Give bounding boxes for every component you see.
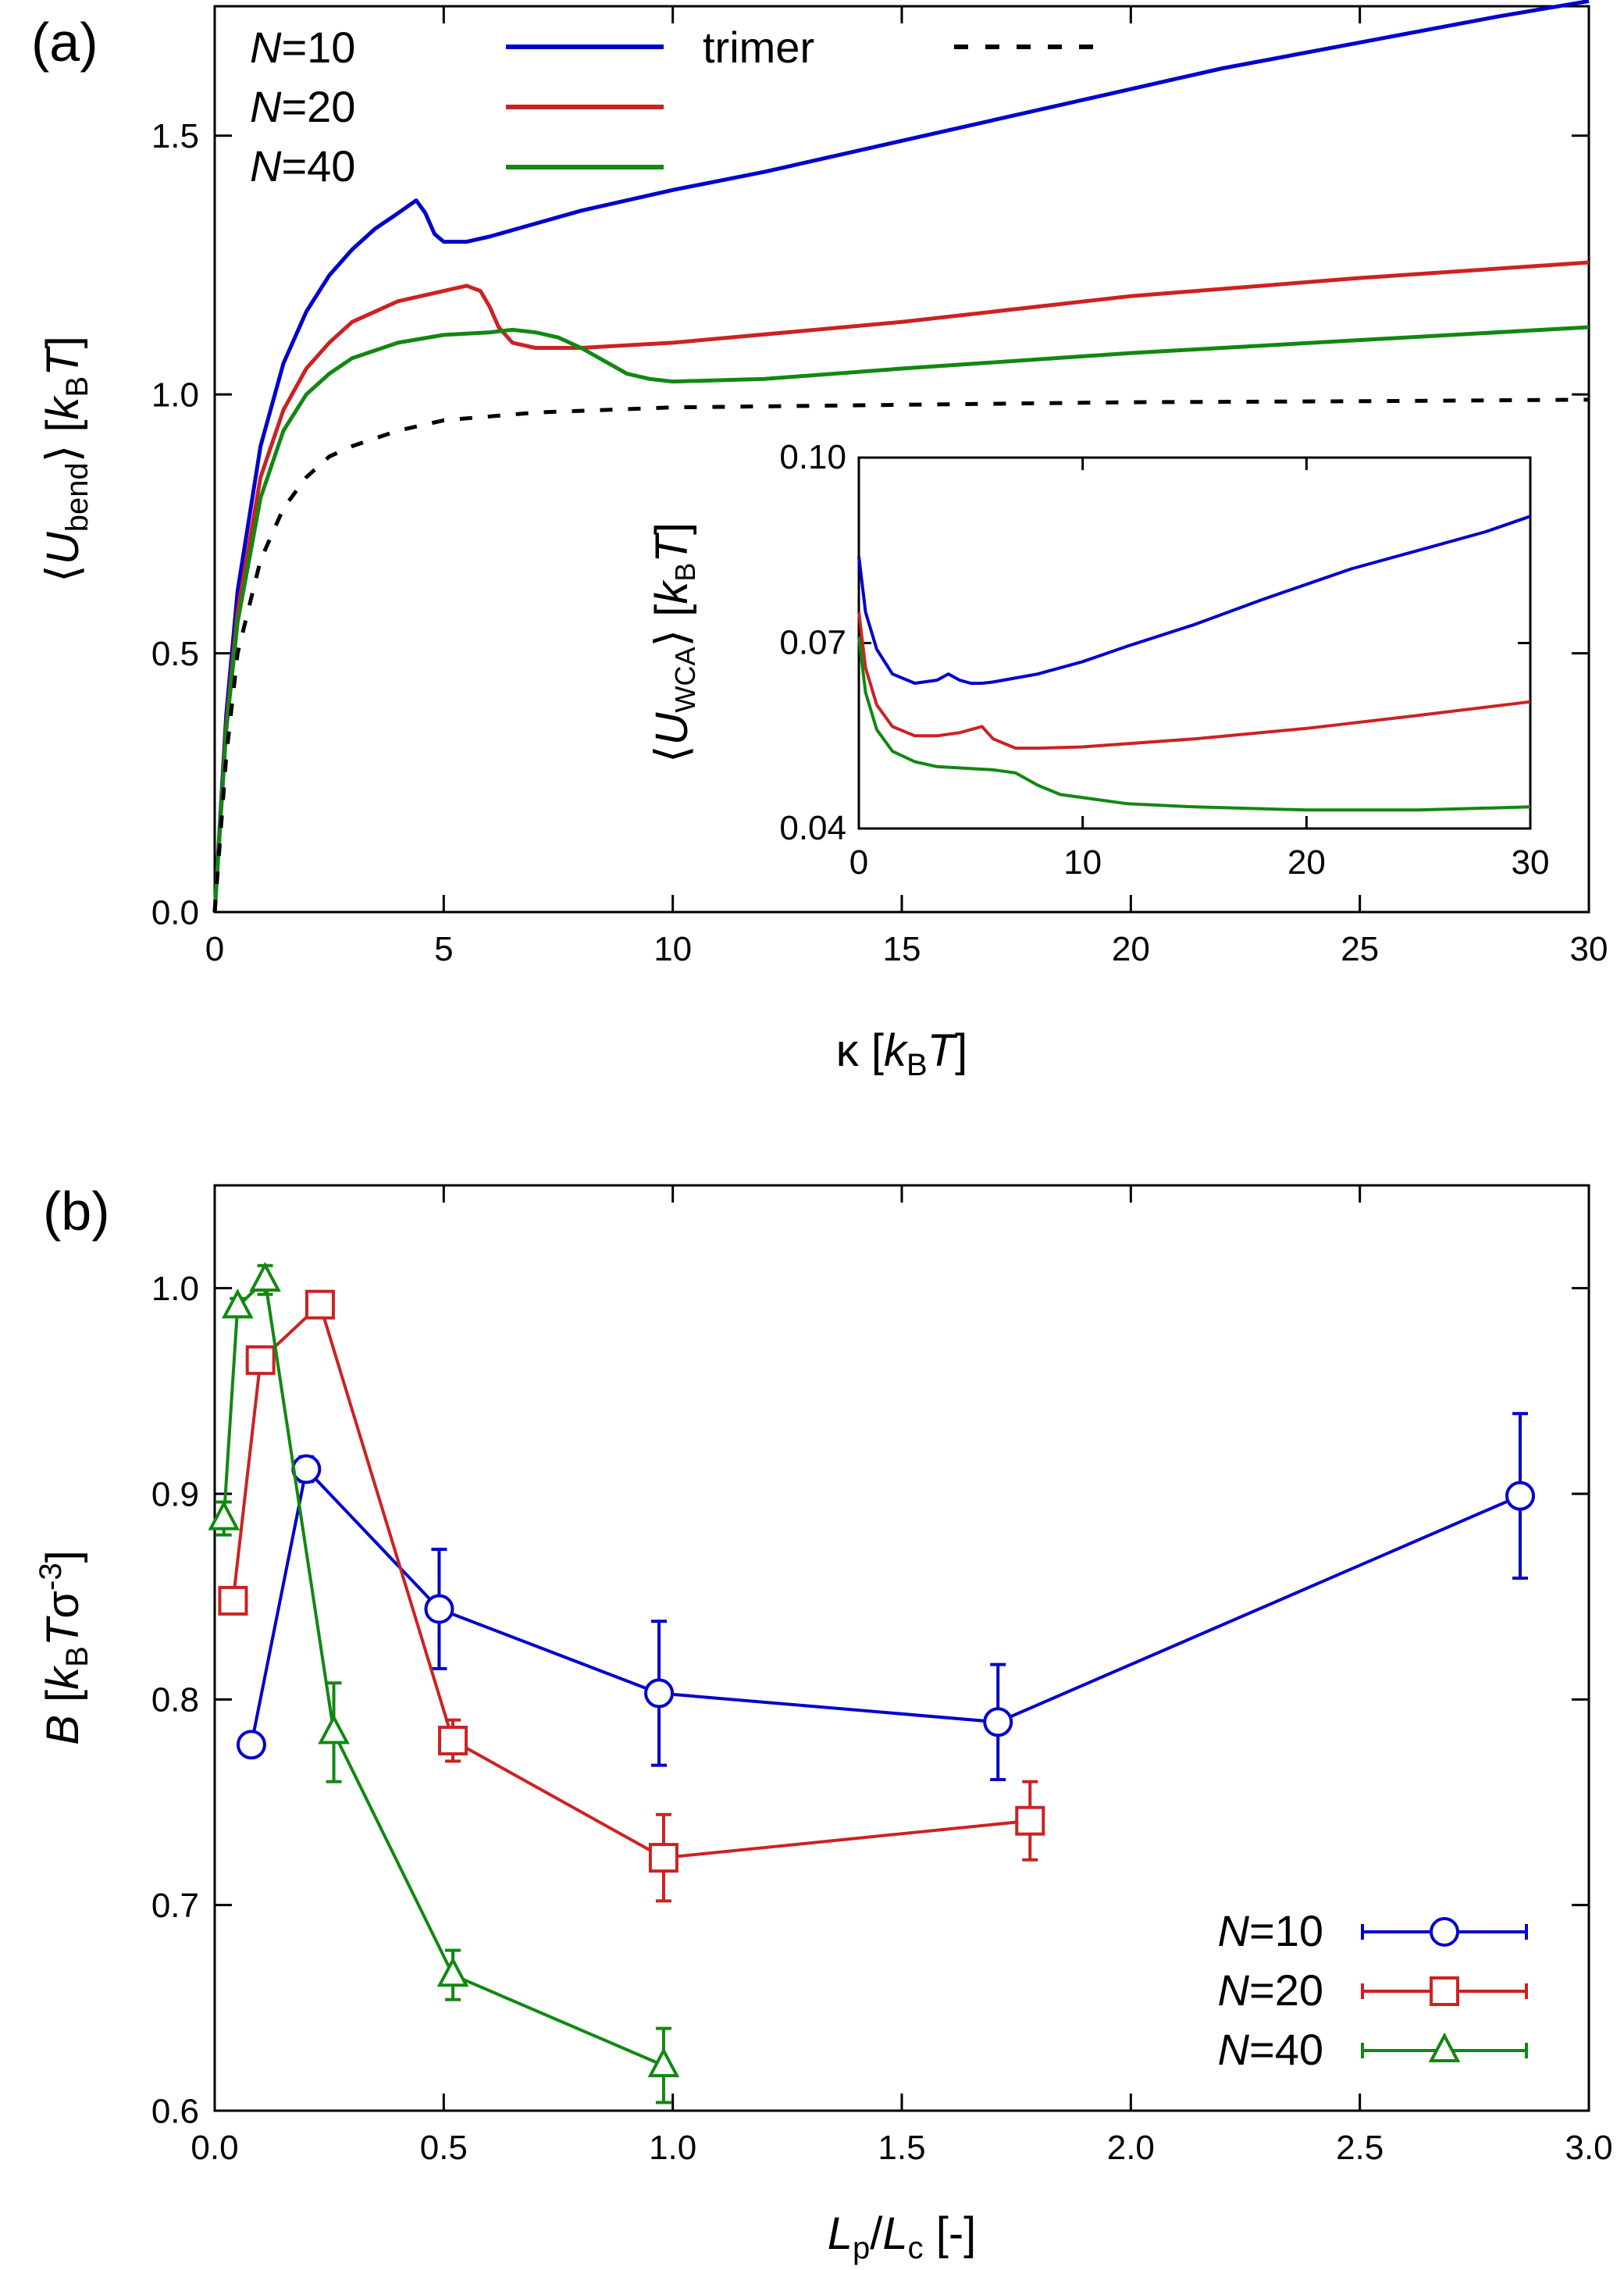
x-tick-label: 0 (205, 930, 224, 968)
panel-a-label: (a) (31, 12, 98, 73)
x-tick-label: 10 (654, 930, 692, 968)
panel-b-series (208, 1261, 1535, 2104)
data-point-n10 (291, 1454, 322, 1484)
series-line-b-n20 (231, 1302, 1031, 1860)
panel-b-axes: 0.0 0.5 1.0 1.5 2.0 2.5 3.0 0.6 0.7 0.8 0.9 1.0 (151, 1185, 1613, 2167)
data-point-n10 (644, 1678, 675, 1709)
y-tick-label: 0.0 (151, 893, 199, 932)
y-tick-label: 0.04 (779, 809, 846, 847)
inset-frame (857, 456, 1532, 830)
inset-ylabel: ⟨UWCA⟩ [kBT] (646, 522, 701, 763)
inset-series (857, 515, 1531, 812)
x-tick-label: 15 (883, 930, 921, 968)
y-tick-label: 0.9 (151, 1475, 199, 1513)
panel-a-series (212, 0, 1590, 913)
x-tick-label: 0.0 (191, 2129, 238, 2167)
x-tick-label: 30 (1570, 930, 1608, 968)
legend-item-n10: N=10 (250, 23, 355, 72)
series-line-n20 (212, 260, 1590, 913)
panel-b-xlabel: Lp/Lc [-] (828, 2208, 977, 2265)
data-point-n20 (648, 1843, 678, 1873)
series-line-b-n40 (222, 1276, 664, 2067)
legend-b-marker (1430, 1976, 1459, 2006)
x-tick-label: 3.0 (1565, 2129, 1612, 2167)
inset-axes: 0 10 20 30 0.04 0.07 0.10 (779, 438, 1549, 882)
panel-b-frame (213, 1184, 1590, 2112)
panel-a-axes: 0 5 10 15 20 25 30 0.0 0.5 1.0 1.5 (151, 6, 1608, 968)
x-tick-label: 1.0 (649, 2129, 696, 2167)
data-point-n40 (208, 1500, 240, 1531)
x-tick-label: 0.5 (420, 2129, 468, 2167)
data-point-n40 (249, 1261, 281, 1292)
x-tick-label: 25 (1341, 930, 1379, 968)
legend-item-trimer: trimer (703, 23, 814, 72)
x-tick-label: 1.5 (878, 2129, 925, 2167)
x-tick-label: 2.0 (1107, 2129, 1155, 2167)
x-tick-label: 30 (1512, 843, 1550, 882)
legend-b-item-n40: N=40 (1218, 2025, 1323, 2074)
data-point-n20 (438, 1726, 468, 1755)
series-line-n10 (212, 0, 1590, 913)
legend-item-n20: N=20 (250, 82, 355, 131)
data-point-n20 (304, 1289, 335, 1320)
x-tick-label: 20 (1112, 930, 1150, 968)
legend-b-marker (1430, 1917, 1459, 1947)
legend-b-marker (1428, 2032, 1461, 2062)
panel-a-xlabel: κ [kBT] (836, 1025, 967, 1082)
series-line-b-n10 (249, 1466, 1521, 1745)
legend-item-n40: N=40 (250, 141, 355, 191)
y-tick-label: 0.6 (151, 2092, 199, 2130)
data-point-n10 (1505, 1481, 1535, 1511)
data-point-n40 (436, 1956, 469, 1987)
y-tick-label: 1.0 (151, 1270, 199, 1308)
data-point-n40 (647, 2047, 680, 2078)
data-point-n40 (222, 1288, 254, 1319)
data-point-n40 (318, 1714, 350, 1744)
y-tick-label: 0.07 (779, 624, 846, 662)
x-tick-label: 0 (849, 843, 868, 882)
panel-a-legend: N=10 N=20 N=40 trimer (250, 23, 1093, 191)
data-point-n10 (236, 1730, 266, 1760)
inset-series-line-n20 (857, 611, 1531, 750)
y-tick-label: 1.5 (151, 117, 199, 155)
data-point-n20 (218, 1585, 248, 1616)
panel-b-ylabel: B [kBTσ-3] (34, 1550, 94, 1745)
y-tick-label: 0.8 (151, 1681, 199, 1719)
series-line-n40 (212, 325, 1590, 913)
legend-b-item-n10: N=10 (1218, 1906, 1323, 1955)
panel-b-label: (b) (43, 1181, 110, 1242)
data-point-n20 (245, 1345, 276, 1375)
legend-b-item-n20: N=20 (1218, 1965, 1323, 2015)
x-tick-label: 2.5 (1336, 2129, 1384, 2167)
y-tick-label: 1.0 (151, 376, 199, 415)
y-tick-label: 0.5 (151, 635, 199, 673)
y-tick-label: 0.7 (151, 1887, 199, 1925)
data-point-n10 (424, 1594, 454, 1624)
data-point-n10 (983, 1707, 1013, 1737)
data-point-n20 (1015, 1805, 1045, 1836)
x-tick-label: 20 (1287, 843, 1326, 882)
y-tick-label: 0.10 (779, 438, 846, 476)
panel-a-ylabel: ⟨Ubend⟩ [kBT] (37, 336, 94, 583)
x-tick-label: 10 (1063, 843, 1102, 882)
x-tick-label: 5 (434, 930, 453, 968)
inset-series-line-n40 (857, 636, 1531, 812)
inset-series-line-n10 (857, 515, 1531, 685)
panel-b-legend: N=10 N=20 N=40 (1218, 1906, 1528, 2074)
